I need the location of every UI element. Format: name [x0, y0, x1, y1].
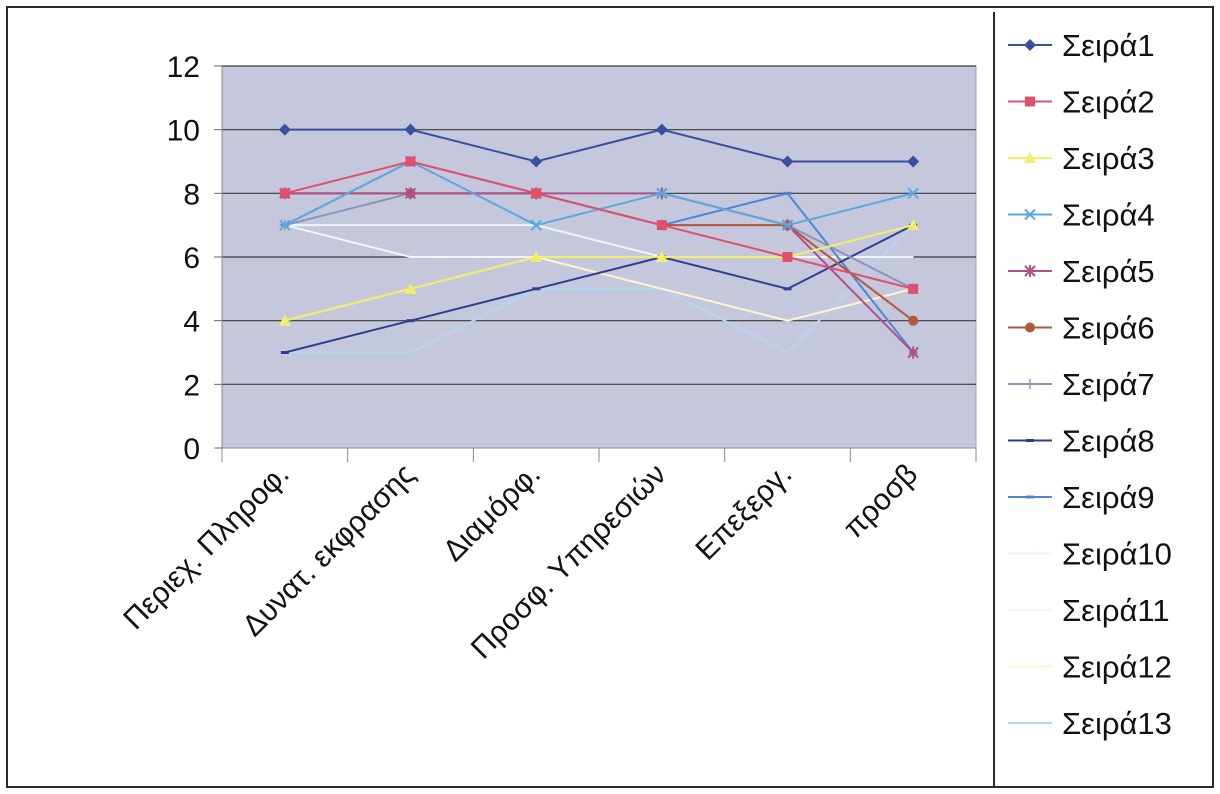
- legend-label: Σειρά13: [1062, 706, 1172, 741]
- legend-label: Σειρά6: [1062, 311, 1155, 346]
- legend-swatch-marker: [1024, 152, 1036, 163]
- series-line: [284, 192, 914, 354]
- data-point: [410, 224, 411, 226]
- data-point: [404, 187, 417, 200]
- data-point: [787, 320, 788, 322]
- legend-item: Σειρά7: [1008, 367, 1155, 402]
- series-line: [284, 224, 914, 354]
- data-point: [532, 287, 541, 291]
- legend-item: Σειρά3: [1008, 141, 1155, 176]
- legend-item: Σειρά1: [1008, 28, 1155, 63]
- data-point: [655, 123, 668, 136]
- data-point: [782, 252, 793, 262]
- data-point: [278, 314, 291, 326]
- legend-swatch-marker: [1024, 208, 1036, 221]
- y-tick-label: 6: [183, 242, 200, 275]
- data-point: [656, 220, 667, 231]
- data-point: [530, 251, 543, 262]
- series-line: [284, 224, 914, 322]
- data-point: [907, 346, 919, 359]
- series-Σειρά2: [279, 156, 919, 294]
- x-tick-label: Επεξεργ.: [689, 458, 798, 567]
- y-tick-label: 4: [183, 306, 200, 339]
- legend-label: Σειρά9: [1062, 480, 1155, 515]
- legend-label: Σειρά3: [1062, 141, 1155, 176]
- y-tick-label: 8: [183, 178, 200, 211]
- legend-swatch-marker: [1026, 495, 1034, 499]
- legend-label: Σειρά1: [1062, 28, 1155, 63]
- legend-swatch-marker: [1026, 439, 1034, 442]
- legend: Σειρά1 Σειρά2 Σειρά3 Σειρά4 Σειρά5 Σειρά6 Σειρ…: [993, 12, 1172, 788]
- data-point: [783, 287, 792, 291]
- data-point: [279, 188, 290, 199]
- data-point: [908, 315, 919, 326]
- y-tick-label: 10: [167, 115, 200, 148]
- legend-item: Σειρά2: [1008, 85, 1155, 120]
- legend-item: Σειρά6: [1008, 311, 1155, 346]
- data-point: [530, 155, 543, 168]
- legend-swatch-marker: [1025, 379, 1035, 389]
- legend-label: Σειρά7: [1062, 367, 1155, 402]
- legend-item: Σειρά10: [1008, 537, 1172, 572]
- data-point: [404, 123, 417, 136]
- data-point: [661, 288, 663, 290]
- data-point: [787, 352, 788, 353]
- data-point: [279, 219, 291, 231]
- legend-item: Σειρά8: [1008, 424, 1155, 459]
- legend-swatch-marker: [1025, 96, 1035, 107]
- data-point: [278, 123, 291, 136]
- data-point: [531, 188, 542, 199]
- x-tick-label: Διαμόρφ.: [437, 458, 547, 568]
- legend-item: Σειρά9: [1008, 480, 1155, 515]
- legend-label: Σειρά2: [1062, 85, 1155, 120]
- data-point: [530, 219, 542, 231]
- y-tick-label: 2: [183, 369, 200, 402]
- legend-label: Σειρά11: [1062, 593, 1170, 628]
- legend-label: Σειρά8: [1062, 424, 1155, 459]
- data-point: [907, 187, 919, 200]
- legend-item: Σειρά12: [1008, 650, 1172, 685]
- data-point: [655, 251, 668, 262]
- data-point: [783, 191, 792, 195]
- legend-item: Σειρά5: [1008, 254, 1155, 289]
- legend-label: Σειρά12: [1062, 650, 1172, 685]
- legend-item: Σειρά11: [1008, 593, 1170, 628]
- y-tick-label: 12: [167, 51, 200, 84]
- data-point: [280, 351, 289, 354]
- data-point: [781, 219, 794, 231]
- data-point: [781, 155, 794, 168]
- data-point: [410, 352, 411, 353]
- data-point: [907, 219, 920, 231]
- data-point: [912, 256, 914, 258]
- legend-swatch-marker: [1024, 39, 1036, 51]
- data-point: [405, 156, 416, 167]
- legend-item: Σειρά4: [1008, 198, 1155, 233]
- legend-swatch-marker: [1025, 322, 1035, 333]
- y-tick-label: 0: [183, 433, 200, 466]
- legend-label: Σειρά5: [1062, 254, 1155, 289]
- data-point: [907, 155, 920, 168]
- series-line: [284, 160, 914, 290]
- series-line: [284, 224, 914, 258]
- data-point: [406, 319, 415, 323]
- x-tick-label: προσβ: [837, 458, 924, 545]
- data-point: [656, 187, 668, 200]
- series-line: [284, 128, 914, 163]
- data-point: [908, 283, 919, 294]
- series-Σειρά1: [278, 123, 920, 168]
- legend-swatch-marker: [1024, 265, 1036, 277]
- data-point: [404, 282, 417, 294]
- data-point: [410, 256, 411, 258]
- legend-label: Σειρά10: [1062, 537, 1172, 572]
- series-line: [284, 224, 914, 354]
- legend-label: Σειρά4: [1062, 198, 1155, 233]
- legend-item: Σειρά13: [1008, 706, 1172, 741]
